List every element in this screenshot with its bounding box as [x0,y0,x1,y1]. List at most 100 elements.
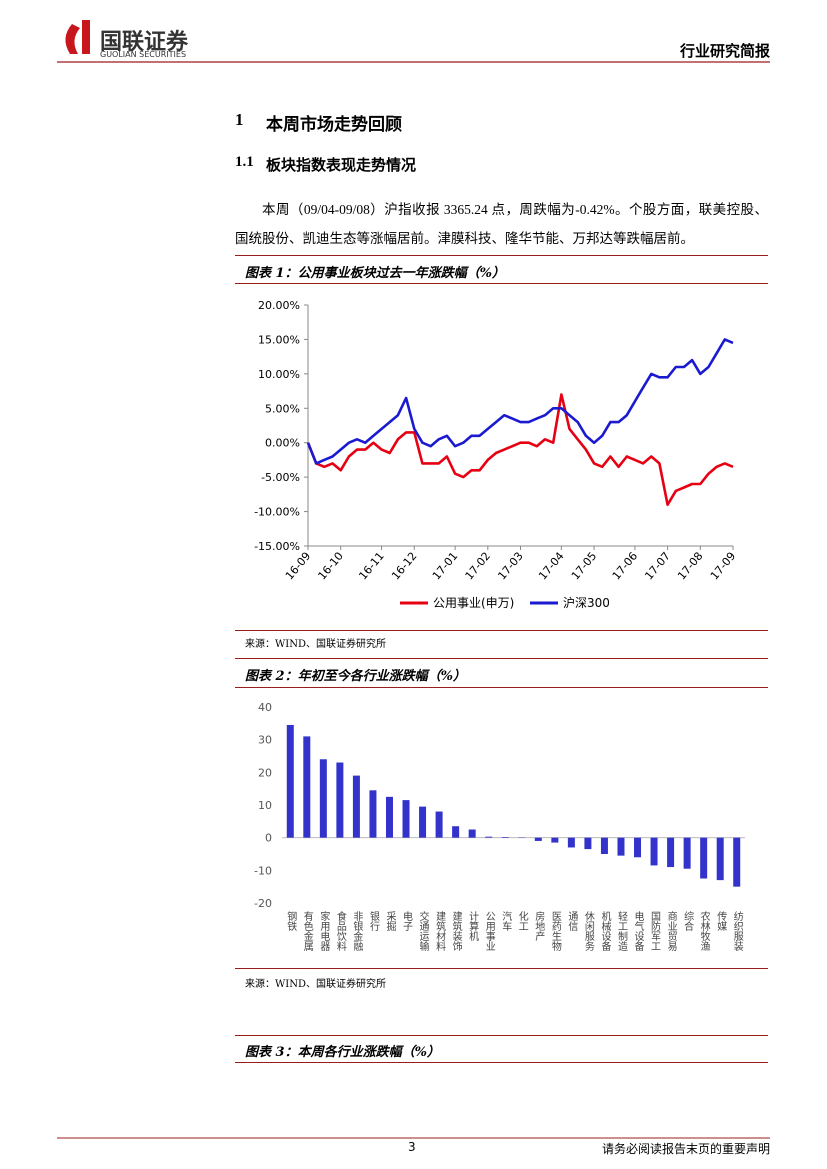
figure-caption: 图表 3：本周各行业涨跌幅（%） [245,1045,440,1060]
x-tick-label: 房地产 [533,910,545,942]
y-tick-label: 20 [258,766,272,779]
bar [319,759,327,838]
bar [700,837,708,879]
figure-source: 来源：WIND、国联证券研究所 [245,639,386,650]
subsection-number: 1.1 [235,154,254,170]
bar [733,837,741,887]
bar [369,790,377,838]
bar [286,724,294,838]
x-tick-label: 电气设备 [632,910,644,952]
x-tick-label: 计算机 [467,910,479,942]
x-tick-label: 钢铁 [285,910,297,932]
bar [617,837,625,856]
y-tick-label: 40 [258,701,272,714]
bar [435,811,443,838]
x-tick-label: 17-03 [495,550,526,583]
bar [600,837,608,854]
x-tick-label: 交通运输 [417,910,429,952]
bar [716,837,724,881]
bar [534,837,542,841]
y-tick-label: 10 [258,799,272,812]
y-tick-label: 5.00% [265,402,300,415]
source-rule [235,968,768,969]
figure-caption: 图表 2：年初至今各行业涨跌幅（%） [245,669,466,684]
y-tick-label: -10.00% [254,506,300,519]
x-tick-label: 16-11 [356,550,387,583]
x-tick-label: 医药生物 [549,911,561,952]
x-tick-label: 休闲服务 [582,911,594,952]
bar [551,837,559,843]
x-tick-label: 机械设备 [599,910,611,952]
x-tick-label: 化工 [516,910,528,931]
bar [385,796,393,838]
x-tick-label: 17-08 [675,550,706,583]
section-number: 1 [235,110,244,129]
bar [402,800,410,838]
bar [452,826,460,838]
bar [683,837,691,869]
source-rule [235,630,768,631]
x-tick-label: 商业贸易 [665,910,677,952]
bar [634,837,642,858]
page-number: 3 [408,1140,416,1154]
bar [468,829,476,838]
disclaimer: 请务必阅读报告末页的重要声明 [601,1142,770,1156]
logo-text: 国联证券 [100,30,189,55]
bar [667,837,675,868]
x-tick-label: 银行 [367,910,379,932]
x-tick-label: 17-04 [536,550,567,583]
x-tick-label: 17-06 [610,550,641,583]
x-tick-label: 17-05 [569,550,600,583]
x-tick-label: 传媒 [715,911,727,932]
y-tick-label: -20 [254,897,272,910]
x-tick-label: 综合 [682,910,694,932]
series-line [306,338,734,465]
y-tick-label: 10.00% [258,368,300,381]
logo-icon [65,24,80,54]
y-tick-label: 0.00% [265,437,300,450]
y-tick-label: -15.00% [254,540,300,553]
x-tick-label: 公用事业 [483,911,495,951]
paragraph: 本周（09/04-09/08）沪指收报 3365.24 点，周跌幅为-0.42%… [235,202,768,246]
x-tick-label: 农林牧渔 [698,910,710,952]
x-tick-label: 17-01 [430,550,461,583]
caption-rule [235,1062,768,1063]
x-tick-label: 17-09 [708,550,739,583]
x-tick-label: 有色金属 [301,910,313,952]
bar [567,837,575,848]
logo-icon [82,20,90,54]
x-tick-label: 通信 [566,911,578,932]
x-tick-label: 非银金融 [351,911,363,952]
subsection-title: 板块指数表现走势情况 [266,158,417,174]
bar [336,762,344,838]
x-tick-label: 建筑装饰 [450,910,462,952]
x-tick-label: 轻工制造 [615,910,627,951]
x-tick-label: 建筑材料 [434,910,446,952]
x-tick-label: 16-09 [283,550,314,583]
report-type: 行业研究简报 [679,42,770,60]
series-line [306,393,734,506]
legend-label: 沪深300 [563,596,610,610]
y-tick-label: -10 [254,864,272,877]
figure-caption: 图表 1：公用事业板块过去一年涨跌幅（%） [245,266,505,281]
bar [501,837,509,838]
bar [584,837,592,850]
x-tick-label: 汽车 [500,910,512,932]
x-tick-label: 17-02 [463,550,494,583]
x-tick-label: 家用电器 [318,910,330,952]
y-tick-label: -5.00% [261,471,300,484]
caption-rule [235,658,768,659]
y-tick-label: 0 [265,832,272,845]
figure-source: 来源：WIND、国联证券研究所 [245,979,386,990]
x-tick-label: 16-12 [389,550,420,583]
caption-rule [235,687,768,688]
legend-label: 公用事业(申万) [433,596,514,610]
y-tick-label: 20.00% [258,299,300,312]
logo-subtext: GUOLIAN SECURITIES [100,50,187,59]
y-tick-label: 15.00% [258,333,300,346]
caption-rule [235,1035,768,1036]
